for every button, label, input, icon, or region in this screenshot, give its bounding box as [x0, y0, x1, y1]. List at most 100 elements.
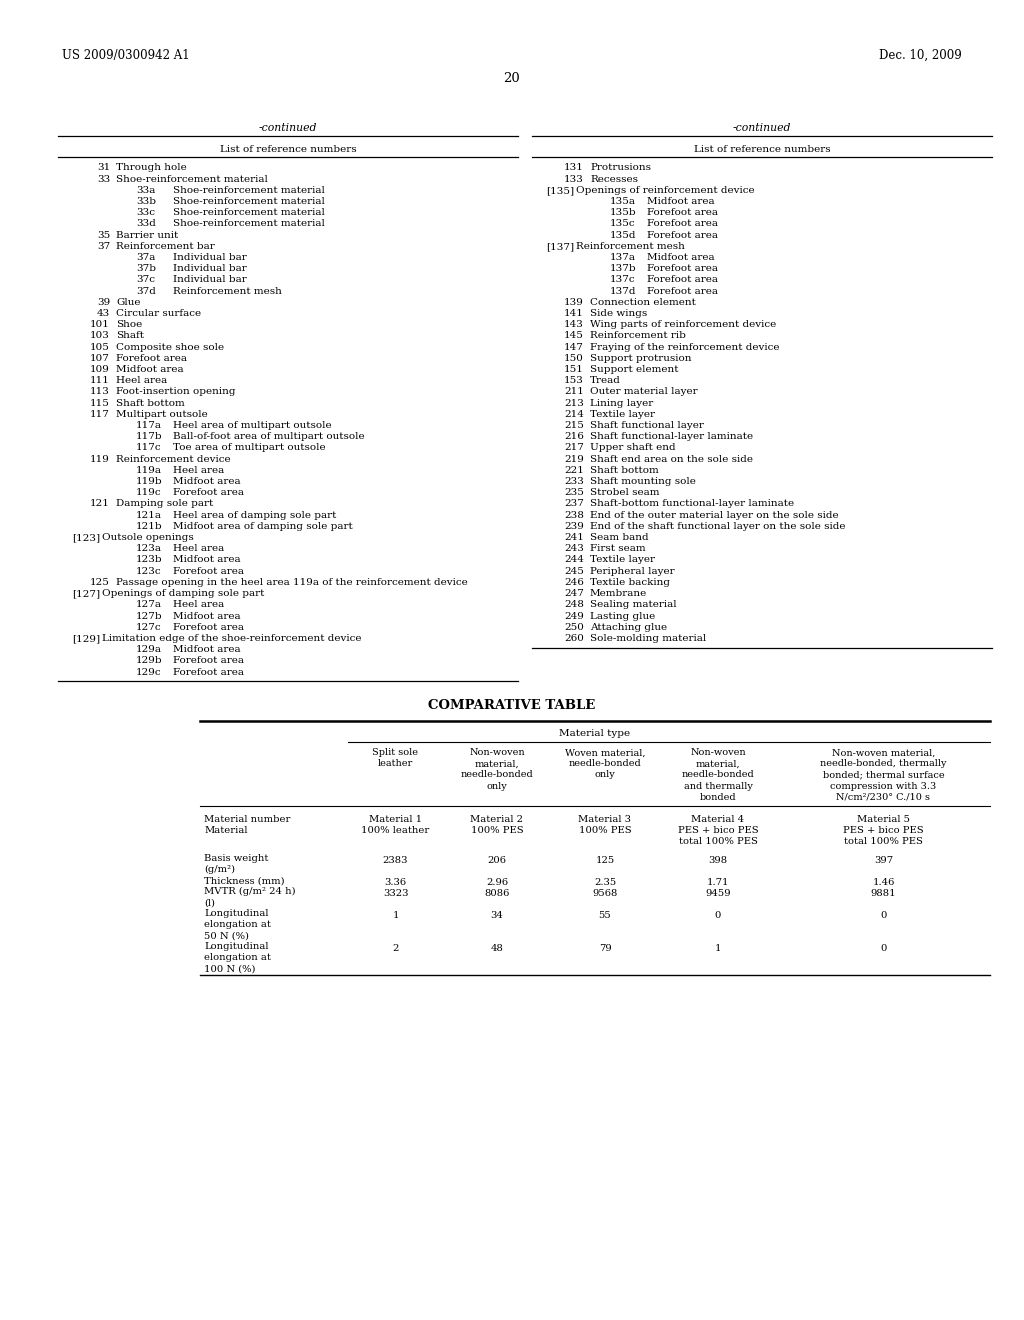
Text: Attaching glue: Attaching glue [590, 623, 667, 632]
Text: 127b: 127b [136, 611, 163, 620]
Text: 151: 151 [564, 366, 584, 374]
Text: Midfoot area: Midfoot area [173, 645, 241, 655]
Text: 3.36: 3.36 [384, 878, 407, 887]
Text: 1: 1 [392, 911, 398, 920]
Text: 101: 101 [90, 321, 110, 329]
Text: 137b: 137b [610, 264, 637, 273]
Text: Midfoot area: Midfoot area [173, 611, 241, 620]
Text: 33: 33 [96, 174, 110, 183]
Text: 135a: 135a [610, 197, 636, 206]
Text: 0: 0 [715, 911, 721, 920]
Text: Material 4: Material 4 [691, 816, 744, 824]
Text: 150: 150 [564, 354, 584, 363]
Text: Shaft: Shaft [116, 331, 144, 341]
Text: Protrusions: Protrusions [590, 164, 651, 173]
Text: First seam: First seam [590, 544, 645, 553]
Text: 37d: 37d [136, 286, 156, 296]
Text: Material 1: Material 1 [369, 816, 422, 824]
Text: 9459: 9459 [706, 890, 731, 898]
Text: Textile layer: Textile layer [590, 556, 655, 565]
Text: [129]: [129] [72, 634, 100, 643]
Text: 117: 117 [90, 411, 110, 418]
Text: 0: 0 [881, 944, 887, 953]
Text: Shoe-reinforcement material: Shoe-reinforcement material [173, 219, 325, 228]
Text: Shaft functional layer: Shaft functional layer [590, 421, 703, 430]
Text: Shoe-reinforcement material: Shoe-reinforcement material [116, 174, 268, 183]
Text: 34: 34 [490, 911, 504, 920]
Text: Material type: Material type [559, 729, 631, 738]
Text: 129b: 129b [136, 656, 163, 665]
Text: Sealing material: Sealing material [590, 601, 677, 610]
Text: Sole-molding material: Sole-molding material [590, 634, 707, 643]
Text: 113: 113 [90, 388, 110, 396]
Text: Forefoot area: Forefoot area [173, 668, 244, 677]
Text: Forefoot area: Forefoot area [647, 286, 718, 296]
Text: Longitudinal
elongation at
100 N (%): Longitudinal elongation at 100 N (%) [204, 942, 271, 973]
Text: Support protrusion: Support protrusion [590, 354, 691, 363]
Text: 119a: 119a [136, 466, 162, 475]
Text: 100% PES: 100% PES [579, 826, 632, 836]
Text: Outsole openings: Outsole openings [101, 533, 194, 543]
Text: Individual bar: Individual bar [173, 276, 247, 285]
Text: Longitudinal
elongation at
50 N (%): Longitudinal elongation at 50 N (%) [204, 909, 271, 940]
Text: 398: 398 [709, 857, 728, 865]
Text: US 2009/0300942 A1: US 2009/0300942 A1 [62, 49, 189, 62]
Text: 233: 233 [564, 477, 584, 486]
Text: Textile backing: Textile backing [590, 578, 670, 587]
Text: Seam band: Seam band [590, 533, 648, 543]
Text: 248: 248 [564, 601, 584, 610]
Text: Upper shaft end: Upper shaft end [590, 444, 676, 453]
Text: Support element: Support element [590, 366, 679, 374]
Text: [137]: [137] [546, 242, 574, 251]
Text: Shaft bottom: Shaft bottom [590, 466, 658, 475]
Text: List of reference numbers: List of reference numbers [220, 144, 356, 153]
Text: -continued: -continued [733, 123, 792, 133]
Text: 35: 35 [96, 231, 110, 240]
Text: 129a: 129a [136, 645, 162, 655]
Text: 241: 241 [564, 533, 584, 543]
Text: Woven material,
needle-bonded
only: Woven material, needle-bonded only [565, 748, 645, 779]
Text: PES + bico PES
total 100% PES: PES + bico PES total 100% PES [843, 826, 924, 846]
Text: List of reference numbers: List of reference numbers [693, 144, 830, 153]
Text: Heel area of multipart outsole: Heel area of multipart outsole [173, 421, 332, 430]
Text: 243: 243 [564, 544, 584, 553]
Text: Lining layer: Lining layer [590, 399, 653, 408]
Text: 100% PES: 100% PES [471, 826, 523, 836]
Text: Reinforcement rib: Reinforcement rib [590, 331, 686, 341]
Text: 2383: 2383 [383, 857, 409, 865]
Text: Heel area: Heel area [116, 376, 167, 385]
Text: 3323: 3323 [383, 890, 409, 898]
Text: Shoe: Shoe [116, 321, 142, 329]
Text: 137a: 137a [610, 253, 636, 263]
Text: Ball-of-foot area of multipart outsole: Ball-of-foot area of multipart outsole [173, 432, 365, 441]
Text: [135]: [135] [546, 186, 574, 195]
Text: 239: 239 [564, 521, 584, 531]
Text: Outer material layer: Outer material layer [590, 388, 697, 396]
Text: Midfoot area: Midfoot area [173, 556, 241, 565]
Text: Reinforcement mesh: Reinforcement mesh [575, 242, 684, 251]
Text: Forefoot area: Forefoot area [647, 264, 718, 273]
Text: 121: 121 [90, 499, 110, 508]
Text: 8086: 8086 [484, 890, 510, 898]
Text: 31: 31 [96, 164, 110, 173]
Text: 117a: 117a [136, 421, 162, 430]
Text: 143: 143 [564, 321, 584, 329]
Text: 397: 397 [873, 857, 893, 865]
Text: Midfoot area: Midfoot area [647, 253, 715, 263]
Text: Shaft bottom: Shaft bottom [116, 399, 184, 408]
Text: Shoe-reinforcement material: Shoe-reinforcement material [173, 186, 325, 195]
Text: 33b: 33b [136, 197, 156, 206]
Text: 137c: 137c [610, 276, 636, 285]
Text: 37b: 37b [136, 264, 156, 273]
Text: 43: 43 [96, 309, 110, 318]
Text: Circular surface: Circular surface [116, 309, 201, 318]
Text: 121a: 121a [136, 511, 162, 520]
Text: Heel area: Heel area [173, 601, 224, 610]
Text: 115: 115 [90, 399, 110, 408]
Text: Forefoot area: Forefoot area [173, 656, 244, 665]
Text: 119: 119 [90, 454, 110, 463]
Text: 133: 133 [564, 174, 584, 183]
Text: Reinforcement device: Reinforcement device [116, 454, 230, 463]
Text: COMPARATIVE TABLE: COMPARATIVE TABLE [428, 698, 596, 711]
Text: Shoe-reinforcement material: Shoe-reinforcement material [173, 197, 325, 206]
